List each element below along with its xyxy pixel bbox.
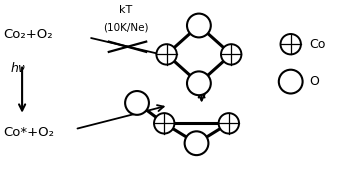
Ellipse shape (221, 44, 241, 65)
Text: O: O (309, 75, 319, 88)
Text: Co*+O₂: Co*+O₂ (3, 126, 54, 139)
Ellipse shape (279, 70, 303, 94)
Ellipse shape (185, 131, 208, 155)
Ellipse shape (187, 71, 211, 95)
Ellipse shape (280, 34, 301, 54)
Text: hν: hν (11, 62, 26, 74)
Ellipse shape (125, 91, 149, 115)
Text: kT: kT (119, 5, 132, 15)
Text: Co₂+O₂: Co₂+O₂ (3, 28, 53, 40)
Ellipse shape (156, 44, 177, 65)
Text: (10K/Ne): (10K/Ne) (103, 22, 149, 32)
Text: Co: Co (309, 38, 326, 51)
Ellipse shape (187, 14, 211, 37)
Ellipse shape (219, 113, 239, 134)
Ellipse shape (154, 113, 174, 134)
